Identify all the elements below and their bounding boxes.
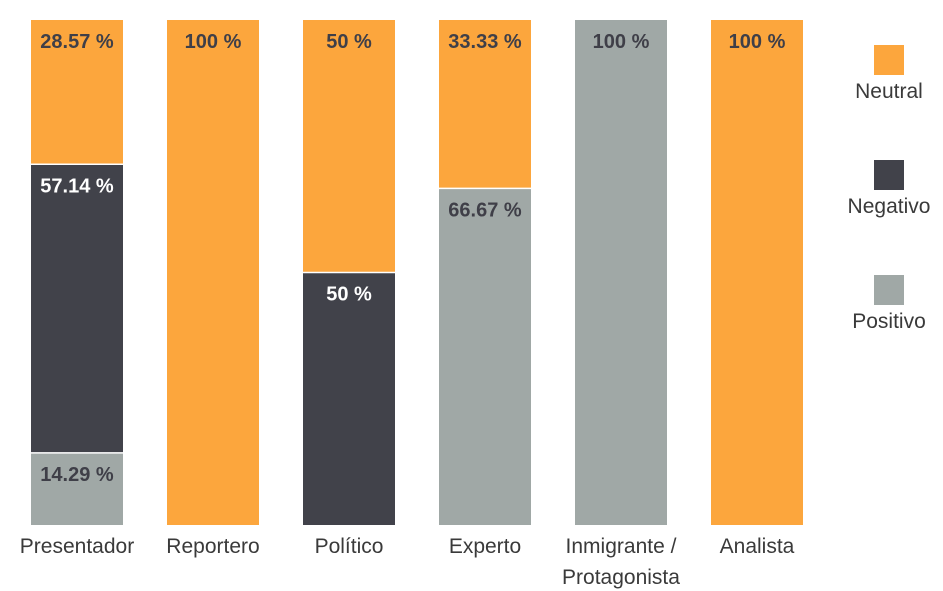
legend-label-neutral: Neutral — [855, 80, 923, 103]
bar-presentador-negativo — [31, 164, 123, 453]
data-label-presentador-negativo: 57.14 % — [40, 175, 114, 197]
bar-analista-neutral — [711, 20, 803, 525]
data-label-inmigrante-protagonista-positivo: 100 % — [593, 31, 650, 53]
legend-label-positivo: Positivo — [852, 310, 926, 333]
x-tick-label-experto: Experto — [449, 535, 521, 558]
data-label-reportero-neutral: 100 % — [185, 31, 242, 53]
category-labels-layer: Presentador Reportero Político Experto Inmig… — [20, 535, 795, 589]
bar-inmigrante-protagonista-positivo — [575, 20, 667, 525]
legend-swatch-neutral — [874, 45, 904, 75]
legend-label-negativo: Negativo — [848, 195, 931, 218]
data-label-politico-negativo: 50 % — [326, 284, 372, 306]
legend-swatch-positivo — [874, 275, 904, 305]
bar-politico-negativo — [303, 272, 395, 525]
data-label-presentador-positivo: 14.29 % — [40, 464, 114, 486]
x-tick-label-reportero: Reportero — [166, 535, 259, 558]
bar-presentador-neutral — [31, 20, 123, 165]
data-label-politico-neutral: 50 % — [326, 31, 372, 53]
bar-presentador-positivo — [31, 452, 123, 525]
bar-politico-neutral — [303, 20, 395, 273]
bar-experto-neutral — [439, 20, 531, 189]
x-tick-label-analista: Analista — [720, 535, 795, 558]
bars-layer — [31, 20, 803, 525]
legend-swatch-negativo — [874, 160, 904, 190]
bar-reportero-neutral — [167, 20, 259, 525]
segment-labels-layer: 28.57 % 57.14 % 14.29 % 100 % 50 % 50 % 33.33 … — [40, 31, 785, 486]
data-label-experto-positivo: 66.67 % — [448, 199, 522, 221]
x-tick-label-presentador: Presentador — [20, 535, 134, 558]
x-tick-label-inmigrante-protagonista: Inmigrante / Protagonista — [562, 535, 680, 589]
legend: Neutral Negativo Positivo — [848, 45, 931, 333]
data-label-experto-neutral: 33.33 % — [448, 31, 522, 53]
bar-experto-positivo — [439, 188, 531, 525]
x-tick-label-politico: Político — [315, 535, 384, 558]
data-label-analista-neutral: 100 % — [729, 31, 786, 53]
data-label-presentador-neutral: 28.57 % — [40, 31, 114, 53]
